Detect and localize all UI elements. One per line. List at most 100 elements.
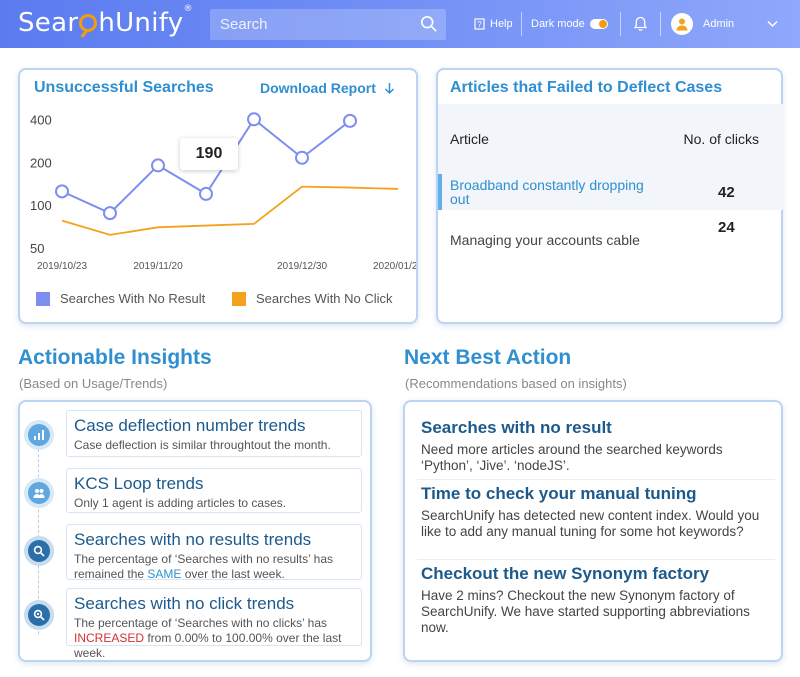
actionable-insights-title: Actionable Insights xyxy=(18,346,212,369)
next-best-action-title: Next Best Action xyxy=(404,346,572,369)
next-best-action-subtitle: (Recommendations based on insights) xyxy=(405,376,627,391)
download-arrow-icon xyxy=(384,82,394,94)
actionable-insights-subtitle: (Based on Usage/Trends) xyxy=(19,376,168,391)
legend-label: Searches With No Click xyxy=(256,291,393,306)
nba-item-manual-tuning[interactable]: Time to check your manual tuning SearchU… xyxy=(421,484,771,540)
user-icon xyxy=(676,18,688,31)
table-row[interactable]: Broadband constantly dropping out 42 xyxy=(438,174,783,210)
insight-description: The percentage of ‘Searches with no clic… xyxy=(74,616,354,661)
search-icon xyxy=(28,540,50,562)
nba-item-no-result[interactable]: Searches with no result Need more articl… xyxy=(421,418,771,474)
insight-title: Searches with no results trends xyxy=(74,530,312,549)
nba-description: SearchUnify has detected new content ind… xyxy=(421,508,760,539)
y-tick-label: 200 xyxy=(30,155,52,170)
series-line-no-click xyxy=(61,185,399,236)
desc-text: The percentage of ‘Searches with no clic… xyxy=(74,616,328,630)
help-link[interactable]: ? Help xyxy=(474,0,513,48)
chart-tooltip: 190 xyxy=(180,138,238,170)
insight-description: Only 1 agent is adding articles to cases… xyxy=(74,496,287,510)
nba-description: Have 2 mins? Checkout the new Synonym fa… xyxy=(421,588,750,635)
x-tick-label: 2019/11/20 xyxy=(133,261,183,272)
article-clicks: 24 xyxy=(718,218,735,236)
status-same: SAME xyxy=(147,567,182,581)
data-point xyxy=(343,113,357,128)
data-point xyxy=(103,206,117,221)
registered-mark: ® xyxy=(183,4,193,15)
toggle-switch-icon[interactable] xyxy=(589,19,608,29)
searchunify-logo[interactable]: Sear hUnify® xyxy=(18,4,193,38)
desc-text: over the last week. xyxy=(181,567,285,581)
column-header-article: Article xyxy=(450,131,489,147)
nba-title: Searches with no result xyxy=(421,418,612,437)
article-name[interactable]: Broadband constantly dropping out xyxy=(450,177,644,207)
legend-item-no-result[interactable]: Searches With No Result xyxy=(36,291,205,306)
x-tick-label: 2020/01/23 xyxy=(373,261,416,272)
search-click-icon xyxy=(28,604,50,626)
data-point xyxy=(55,184,69,199)
unsuccessful-searches-chart: 400 200 100 50 2019/10/23 2019/11/20 2019/12/3… xyxy=(30,112,416,272)
legend-label: Searches With No Result xyxy=(60,291,206,306)
insight-description: The percentage of ‘Searches with no resu… xyxy=(74,552,354,582)
nba-title: Time to check your manual tuning xyxy=(421,484,697,503)
insight-case-deflection[interactable]: Case deflection number trends Case defle… xyxy=(66,410,362,457)
search-icon[interactable] xyxy=(420,15,438,33)
user-name: Admin xyxy=(703,18,735,30)
help-icon: ? xyxy=(474,18,485,30)
insight-title: KCS Loop trends xyxy=(74,474,204,493)
y-tick-label: 100 xyxy=(30,198,52,213)
download-report-link[interactable]: Download Report xyxy=(260,80,395,96)
header-divider xyxy=(620,12,621,36)
data-point xyxy=(295,150,309,165)
status-increased: INCREASED xyxy=(74,631,145,645)
dark-mode-toggle[interactable]: Dark mode xyxy=(531,0,608,48)
chevron-down-icon[interactable] xyxy=(767,20,778,28)
dark-mode-label: Dark mode xyxy=(531,18,585,30)
x-tick-label: 2019/12/30 xyxy=(277,261,327,272)
column-header-clicks: No. of clicks xyxy=(683,131,759,147)
download-report-label: Download Report xyxy=(260,80,376,96)
search-box xyxy=(210,9,446,40)
trend-chart-icon xyxy=(28,424,50,446)
header-divider xyxy=(660,12,661,36)
legend-swatch xyxy=(36,291,50,306)
data-point xyxy=(199,186,213,201)
article-name[interactable]: Managing your accounts cable xyxy=(450,232,640,248)
unsuccessful-searches-card: Unsuccessful Searches Download Report 40… xyxy=(18,68,418,324)
top-header: Sear hUnify® ? Help Dark mode xyxy=(0,0,800,48)
table-row[interactable]: Managing your accounts cable 24 xyxy=(438,214,783,252)
x-tick-label: 2019/10/23 xyxy=(37,261,87,272)
card-title: Articles that Failed to Deflect Cases xyxy=(450,79,723,96)
insight-description: Case deflection is similar throughtout t… xyxy=(74,438,331,452)
data-point xyxy=(247,112,261,127)
logo-text-right: hUnify xyxy=(98,8,184,38)
user-menu[interactable]: Admin xyxy=(671,0,734,48)
table-header: Article No. of clicks xyxy=(438,104,783,174)
tooltip-value: 190 xyxy=(195,145,223,162)
insight-title: Searches with no click trends xyxy=(74,594,295,613)
insight-no-click[interactable]: Searches with no click trends The percen… xyxy=(66,588,362,660)
data-point xyxy=(151,158,165,173)
logo-text-left: Sear xyxy=(18,8,79,38)
divider xyxy=(417,479,775,480)
actionable-insights-card: Case deflection number trends Case defle… xyxy=(18,400,372,662)
legend-item-no-click[interactable]: Searches With No Click xyxy=(232,291,393,306)
nba-item-synonym-factory[interactable]: Checkout the new Synonym factory Have 2 … xyxy=(421,564,771,636)
insight-no-results[interactable]: Searches with no results trends The perc… xyxy=(66,524,362,582)
legend-swatch xyxy=(232,291,246,306)
notifications-button[interactable] xyxy=(633,0,648,48)
next-best-action-card: Searches with no result Need more articl… xyxy=(403,400,783,662)
article-clicks: 42 xyxy=(718,183,735,201)
articles-failed-card: Articles that Failed to Deflect Cases Ar… xyxy=(436,68,783,324)
divider xyxy=(417,559,775,560)
insight-kcs-loop[interactable]: KCS Loop trends Only 1 agent is adding a… xyxy=(66,468,362,513)
search-input[interactable] xyxy=(210,9,410,40)
nba-title: Checkout the new Synonym factory xyxy=(421,564,710,583)
y-tick-label: 50 xyxy=(30,241,44,256)
magnifier-logo-icon xyxy=(79,14,98,32)
nba-description: Need more articles around the searched k… xyxy=(421,442,723,473)
svg-text:?: ? xyxy=(477,20,482,29)
header-divider xyxy=(521,12,522,36)
bell-icon xyxy=(633,16,648,31)
y-tick-label: 400 xyxy=(30,112,52,127)
desc-text: The percentage of ‘Searches with no resu… xyxy=(74,552,334,581)
